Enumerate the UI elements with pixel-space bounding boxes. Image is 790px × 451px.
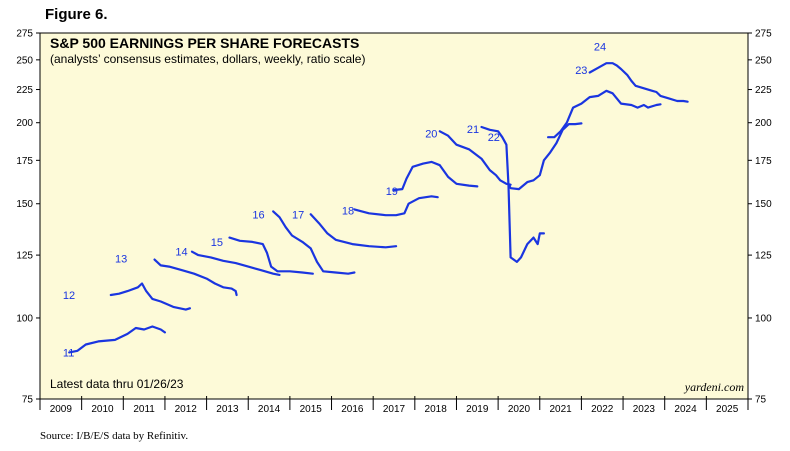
x-tick-label: 2022 xyxy=(591,404,614,415)
series-label-16: 16 xyxy=(252,209,264,221)
x-tick-label: 2016 xyxy=(341,404,364,415)
series-line-23 xyxy=(547,89,662,139)
series-line-18 xyxy=(353,195,439,217)
x-tick-label: 2009 xyxy=(50,404,73,415)
chart-title: S&P 500 EARNINGS PER SHARE FORECASTS xyxy=(50,35,359,51)
y-tick-label-left: 275 xyxy=(16,29,33,40)
series-label-11: 11 xyxy=(63,347,74,359)
series-label-22: 22 xyxy=(488,132,500,144)
y-tick-label-left: 125 xyxy=(16,251,33,262)
series-line-20 xyxy=(438,130,512,186)
x-axis: 2009 2010 2011 2012 2013 2014 2015 2016 2017 2018… xyxy=(39,396,749,415)
x-tick-label: 2011 xyxy=(133,404,155,415)
x-tick-label: 2020 xyxy=(508,404,531,415)
y-tick-label-left: 175 xyxy=(16,156,33,167)
y-tick-label-right: 275 xyxy=(755,29,772,40)
series-labels: 11 12 13 14 15 16 17 18 19 20 21 22 23 24 xyxy=(63,42,606,360)
latest-data-note: Latest data thru 01/26/23 xyxy=(50,377,184,391)
x-tick-label: 2019 xyxy=(466,404,489,415)
y-tick-label-left: 250 xyxy=(16,55,33,66)
series-label-13: 13 xyxy=(115,254,127,266)
x-tick-label: 2015 xyxy=(300,404,323,415)
x-tick-label: 2018 xyxy=(425,404,448,415)
series-line-24 xyxy=(588,62,689,103)
series-line-19 xyxy=(392,160,479,192)
series-line-13 xyxy=(153,258,238,297)
series-line-12 xyxy=(109,282,191,311)
series-line-22 xyxy=(507,122,583,191)
y-tick-label-left: 200 xyxy=(16,118,33,129)
y-tick-label-right: 125 xyxy=(755,251,772,262)
series-line-16 xyxy=(272,210,356,275)
x-tick-label: 2012 xyxy=(175,404,198,415)
y-tick-label-right: 75 xyxy=(755,395,767,406)
y-tick-label-left: 150 xyxy=(16,199,33,210)
y-tick-label-left: 225 xyxy=(16,85,33,96)
y-axis-left: 75 100 125 150 175 200 225 250 275 xyxy=(16,29,40,406)
y-tick-label-right: 100 xyxy=(755,313,772,324)
y-tick-label-right: 175 xyxy=(755,156,772,167)
series-label-18: 18 xyxy=(342,205,354,217)
series-label-21: 21 xyxy=(467,124,479,136)
x-tick-label: 2013 xyxy=(216,404,239,415)
y-tick-label-left: 75 xyxy=(22,395,34,406)
series-label-20: 20 xyxy=(425,129,437,141)
x-tick-label: 2021 xyxy=(549,404,572,415)
x-tick-label: 2024 xyxy=(674,404,697,415)
brand-watermark: yardeni.com xyxy=(684,380,745,394)
chart-subtitle: (analysts’ consensus estimates, dollars,… xyxy=(50,52,365,66)
y-tick-label-left: 100 xyxy=(16,313,33,324)
series-label-14: 14 xyxy=(175,247,187,259)
x-tick-label: 2025 xyxy=(716,404,739,415)
figure-label: Figure 6. xyxy=(45,6,108,23)
y-tick-label-right: 250 xyxy=(755,55,772,66)
series-line-21 xyxy=(480,125,545,263)
x-tick-label: 2017 xyxy=(383,404,406,415)
y-tick-label-right: 200 xyxy=(755,118,772,129)
y-axis-right: 75 100 125 150 175 200 225 250 275 xyxy=(748,29,772,406)
series-line-15 xyxy=(228,236,314,275)
series-line-17 xyxy=(309,213,398,249)
series-line-14 xyxy=(190,250,281,276)
y-tick-label-right: 225 xyxy=(755,85,772,96)
y-tick-label-right: 150 xyxy=(755,199,772,210)
series-label-19: 19 xyxy=(386,186,398,198)
x-tick-label: 2010 xyxy=(91,404,114,415)
series-label-17: 17 xyxy=(292,209,304,221)
series-label-23: 23 xyxy=(575,65,587,77)
source-note: Source: I/B/E/S data by Refinitiv. xyxy=(40,430,189,442)
series-line-11 xyxy=(68,325,166,354)
series-label-24: 24 xyxy=(594,42,606,54)
x-tick-label: 2023 xyxy=(633,404,656,415)
series-layer xyxy=(68,62,689,354)
x-tick-label: 2014 xyxy=(258,404,281,415)
series-label-15: 15 xyxy=(211,237,223,249)
series-label-12: 12 xyxy=(63,290,75,302)
